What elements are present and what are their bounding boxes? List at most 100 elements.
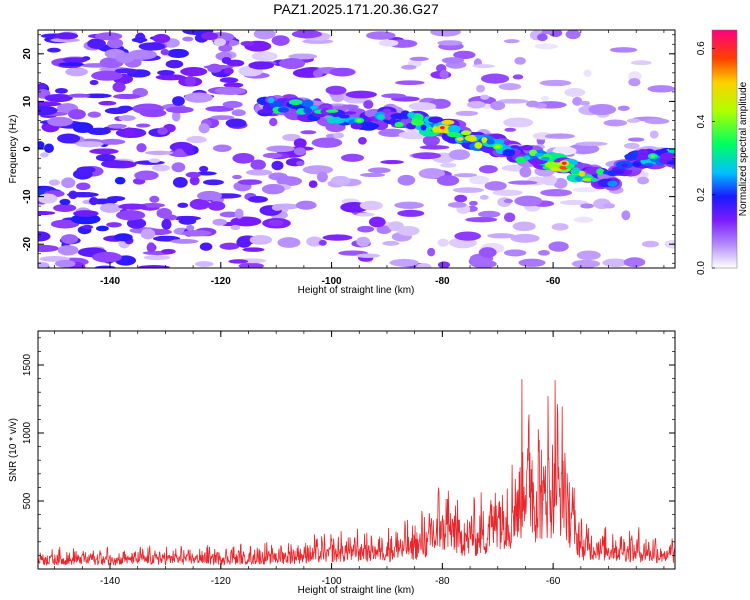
heatmap-cell — [453, 173, 478, 178]
heatmap-cell — [99, 203, 121, 213]
heatmap-cell — [495, 145, 501, 149]
heatmap-cell — [426, 126, 434, 131]
heatmap-cell — [248, 61, 275, 70]
heatmap-cell — [519, 166, 532, 178]
heatmap-cell — [157, 69, 175, 76]
heatmap-cell — [510, 145, 520, 149]
heatmap-cell — [116, 210, 146, 221]
heatmap-x-tick-label: -80 — [435, 276, 450, 287]
heatmap-cell — [609, 47, 638, 53]
heatmap-cell — [370, 123, 380, 129]
heatmap-cell — [621, 163, 628, 168]
heatmap-cell — [62, 57, 88, 63]
heatmap-cell — [291, 30, 323, 39]
heatmap-cell — [248, 196, 268, 203]
heatmap-cell — [258, 109, 272, 114]
heatmap-cell — [282, 133, 301, 142]
heatmap-cell — [152, 33, 171, 44]
heatmap-cell — [146, 242, 156, 253]
heatmap-cell — [55, 87, 68, 94]
heatmap-cell — [596, 168, 605, 175]
snr-x-tick-label: -100 — [322, 576, 342, 587]
heatmap-cell — [70, 213, 101, 225]
heatmap-cell — [448, 149, 471, 161]
heatmap-cell — [628, 78, 641, 87]
heatmap-cell — [65, 67, 88, 77]
heatmap-cell — [460, 130, 472, 136]
heatmap-cell — [356, 118, 362, 123]
heatmap-cell — [490, 101, 506, 111]
heatmap-cell — [266, 145, 295, 153]
heatmap-cell — [214, 86, 246, 95]
heatmap-y-tick-label: 10 — [22, 95, 33, 107]
heatmap-cell — [359, 200, 383, 211]
heatmap-cell — [447, 202, 467, 208]
heatmap-cell — [68, 93, 91, 98]
heatmap-cell — [155, 74, 186, 81]
heatmap-cell — [118, 115, 136, 121]
heatmap-cell — [632, 161, 642, 168]
heatmap-cell — [397, 225, 420, 236]
heatmap-cell — [367, 167, 391, 174]
heatmap-cell — [576, 250, 601, 260]
heatmap-cell — [512, 221, 536, 232]
heatmap-cell — [627, 137, 645, 142]
heatmap-x-tick-label: -140 — [100, 276, 120, 287]
heatmap-cell — [230, 224, 241, 231]
heatmap-cell — [61, 177, 76, 188]
heatmap-cell — [212, 144, 232, 152]
heatmap-cell — [407, 112, 416, 119]
heatmap-cell — [537, 33, 548, 42]
heatmap-cell — [363, 100, 374, 109]
colorbar-ticks: 0.0 0.2 0.4 0.6 — [696, 41, 715, 275]
heatmap-cell — [467, 100, 486, 109]
heatmap-cell — [345, 90, 377, 99]
heatmap-cell — [106, 222, 122, 228]
heatmap-cell — [189, 198, 210, 210]
heatmap-cell — [322, 234, 353, 241]
heatmap-cell — [96, 225, 109, 232]
heatmap-cell — [440, 162, 457, 168]
heatmap-cell — [95, 153, 116, 162]
heatmap-cell — [552, 146, 577, 156]
heatmap-ticks: -140 -120 -100 -80 -60 20 10 0 -10 -20 — [22, 30, 675, 287]
heatmap-y-tick-label: 0 — [22, 146, 33, 152]
heatmap-y-tick-label: -20 — [22, 237, 33, 252]
heatmap-x-tick-label: -100 — [322, 276, 342, 287]
heatmap-cell — [288, 53, 318, 60]
heatmap-cell — [166, 106, 194, 114]
heatmap-cell — [478, 165, 498, 174]
heatmap-cell — [624, 153, 638, 160]
heatmap-cell — [477, 210, 501, 218]
heatmap-cell — [419, 145, 450, 150]
heatmap-cell — [178, 217, 197, 225]
heatmap-cell — [44, 94, 73, 102]
heatmap-cell — [571, 259, 601, 268]
heatmap-cell — [541, 30, 555, 35]
heatmap-cell — [38, 101, 62, 107]
heatmap-cell — [271, 35, 290, 46]
heatmap-cell — [541, 174, 557, 186]
snr-xlabel: Height of straight line (km) — [298, 585, 415, 596]
heatmap-cell — [590, 178, 598, 182]
heatmap-cell — [195, 171, 217, 176]
heatmap-cell — [514, 56, 526, 65]
heatmap-cell — [58, 62, 85, 67]
heatmap-cell — [135, 123, 151, 128]
heatmap-cell — [644, 118, 670, 125]
heatmap-cell — [636, 155, 650, 161]
colorbar-gradient — [712, 30, 737, 268]
heatmap-cell — [143, 255, 171, 261]
heatmap-cell — [303, 107, 313, 114]
heatmap-cell — [124, 127, 135, 138]
heatmap-cell — [223, 82, 244, 88]
heatmap-cell — [278, 58, 306, 70]
heatmap-cell — [38, 193, 58, 204]
heatmap-cell — [503, 117, 534, 128]
heatmap-cell — [87, 38, 106, 49]
heatmap-cell — [508, 180, 538, 185]
heatmap-cell — [630, 60, 652, 66]
heatmap-cell — [81, 224, 94, 230]
heatmap-cell — [311, 137, 343, 148]
heatmap-cell — [368, 216, 386, 228]
